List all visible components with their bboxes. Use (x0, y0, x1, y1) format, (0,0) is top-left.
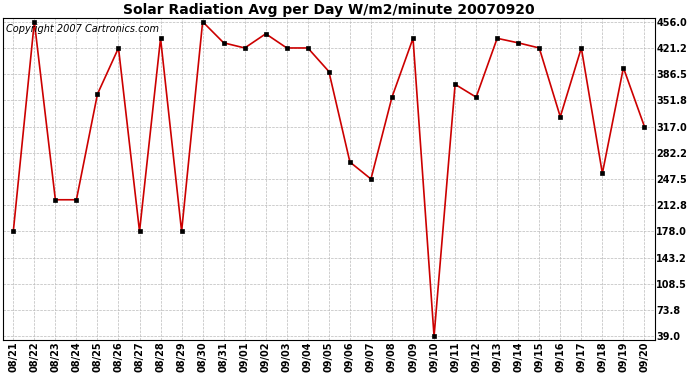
Title: Solar Radiation Avg per Day W/m2/minute 20070920: Solar Radiation Avg per Day W/m2/minute … (123, 3, 535, 17)
Text: Copyright 2007 Cartronics.com: Copyright 2007 Cartronics.com (6, 24, 159, 34)
